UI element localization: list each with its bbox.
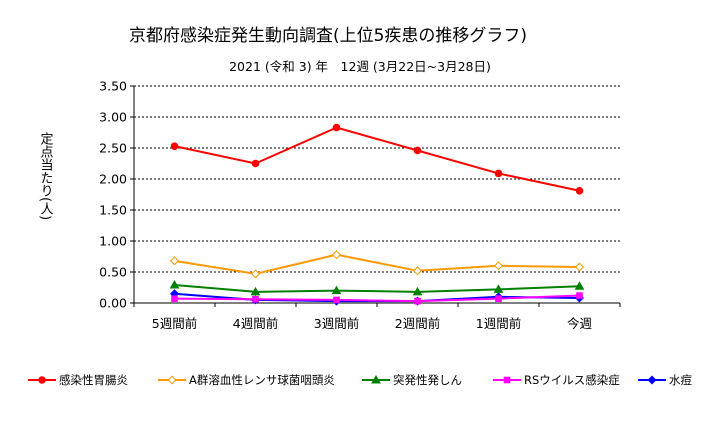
data-point [414,297,421,305]
y-tick-label: 1.00 [99,234,127,249]
y-tick-label: 0.50 [99,265,127,280]
axes [130,85,621,307]
legend-swatch-marker [371,374,381,384]
data-point [576,292,583,299]
x-tick-label: 2週間前 [395,316,440,331]
data-point [169,256,180,266]
data-point [170,142,179,150]
series-line [174,126,580,192]
legend-item-1: 感染性胃腸炎 [28,373,128,387]
data-point [250,286,261,296]
series-line [174,253,580,275]
legend-label: 水痘 [669,373,692,387]
data-point [493,261,504,271]
legend: 感染性胃腸炎 A群溶血性レンサ球菌咽頭炎 突発性発しん RSウイルス感染症 水痘 [28,373,692,387]
data-point [169,280,180,289]
chart-subtitle: 2021 (令和 3) 年 12週 (3月22日~3月28日) [229,59,491,74]
data-point [252,295,259,303]
series-4 [171,292,583,305]
series-line [174,284,580,293]
legend-swatch-marker [38,376,46,384]
legend-swatch-marker [647,375,657,385]
gridlines [134,85,620,273]
data-point [171,295,178,302]
data-point [413,146,422,155]
data-point [250,269,261,279]
series-3 [169,280,585,296]
data-point [331,285,342,295]
legend-label: RSウイルス感染症 [524,373,620,387]
legend-item-4: RSウイルス感染症 [493,373,620,387]
legend-swatch-marker [167,375,177,385]
y-tick-label: 2.00 [99,172,127,187]
series-1 [170,123,584,195]
data-point [493,284,504,293]
y-tick-label: 1.50 [99,203,127,218]
x-tick-label: 5週間前 [152,316,197,331]
legend-label: 突発性発しん [393,373,462,387]
legend-label: 感染性胃腸炎 [59,373,128,387]
chart-title: 京都府感染症発生動向調査(上位5疾患の推移グラフ) [129,26,527,46]
y-axis-label: 定点当たり(人) [38,132,54,220]
data-point [331,250,342,260]
series-line [174,294,580,303]
data-point [574,281,585,290]
legend-item-3: 突発性発しん [362,373,462,387]
x-tick-label: 1週間前 [476,316,521,331]
legend-item-5: 水痘 [638,373,692,387]
legend-swatch-marker [503,376,511,384]
series-group [169,123,585,306]
data-point [332,123,341,132]
data-point [495,295,502,302]
data-point [494,169,503,178]
y-tick-label: 2.50 [99,141,127,156]
x-tick-label: 4週間前 [233,316,278,331]
data-point [251,159,260,168]
x-tick-label: 3週間前 [314,316,359,331]
y-tick-label: 3.00 [99,110,127,125]
legend-item-2: A群溶血性レンサ球菌咽頭炎 [158,373,335,387]
x-tick-labels: 5週間前 4週間前 3週間前 2週間前 1週間前 今週 [152,316,593,331]
y-tick-label: 3.50 [99,79,127,94]
legend-label: A群溶血性レンサ球菌咽頭炎 [189,373,335,387]
y-tick-label: 0.00 [99,296,127,311]
x-tick-label: 今週 [567,316,593,331]
data-point [575,186,584,195]
series-2 [169,250,585,279]
data-point [574,262,585,272]
data-point [333,296,340,304]
y-tick-labels: 0.00 0.50 1.00 1.50 2.00 2.50 3.00 3.50 [99,79,127,311]
data-point [412,286,423,296]
data-point [412,266,423,276]
